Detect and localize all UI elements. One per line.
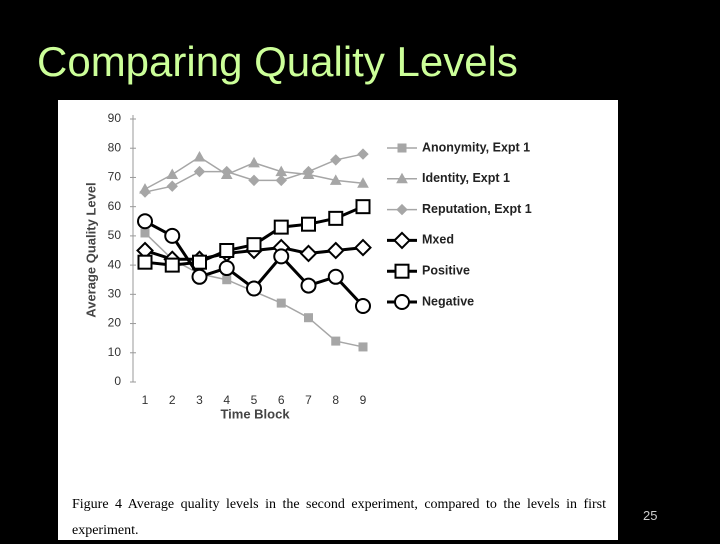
y-axis-label: Average Quality Level [83, 182, 98, 317]
x-tick-label: 1 [142, 393, 149, 407]
marker [193, 150, 206, 162]
marker [355, 199, 371, 215]
marker [276, 298, 286, 308]
marker [299, 244, 318, 263]
marker [218, 260, 235, 277]
marker [248, 156, 260, 168]
marker [304, 313, 313, 323]
marker [393, 231, 411, 250]
x-tick-label: 4 [223, 393, 230, 407]
y-tick-label: 20 [108, 316, 122, 330]
y-tick-label: 0 [114, 374, 121, 388]
marker [394, 263, 410, 279]
y-tick-label: 70 [108, 170, 122, 184]
x-tick-label: 5 [251, 393, 258, 407]
y-tick-label: 10 [108, 345, 122, 359]
marker [357, 177, 369, 188]
marker [246, 280, 262, 297]
marker [396, 172, 408, 184]
marker [248, 174, 260, 187]
marker [164, 257, 180, 273]
legend-label: Positive [422, 263, 470, 277]
figure-caption: Figure 4 Average quality levels in the s… [72, 497, 606, 538]
page-number: 25 [643, 508, 658, 523]
marker [164, 227, 181, 244]
marker [327, 268, 344, 285]
marker [396, 203, 408, 216]
marker [221, 165, 233, 178]
y-tick-label: 80 [108, 140, 122, 154]
marker [394, 294, 410, 310]
marker [137, 254, 153, 270]
marker [331, 336, 341, 346]
marker [166, 180, 178, 192]
marker [137, 213, 153, 230]
marker [302, 165, 315, 178]
y-tick-label: 60 [108, 199, 122, 213]
legend-label: Anonymity, Expt 1 [422, 140, 530, 154]
x-tick-label: 7 [305, 393, 312, 407]
marker [354, 238, 372, 257]
marker [301, 216, 316, 232]
x-tick-label: 3 [196, 393, 203, 407]
marker [326, 241, 345, 260]
marker [193, 165, 206, 178]
y-tick-label: 40 [108, 257, 122, 271]
x-axis-label: Time Block [220, 406, 290, 421]
marker [300, 277, 317, 294]
marker [358, 342, 368, 352]
x-tick-label: 2 [169, 393, 176, 407]
y-tick-label: 90 [108, 111, 122, 125]
x-tick-label: 8 [332, 393, 339, 407]
marker [219, 243, 235, 258]
marker [140, 228, 150, 238]
legend-label: Reputation, Expt 1 [422, 202, 532, 216]
y-tick-label: 30 [108, 287, 122, 301]
marker [191, 268, 208, 285]
legend-label: Identity, Expt 1 [422, 171, 510, 185]
legend-label: Mxed [422, 233, 454, 247]
x-tick-label: 6 [278, 393, 285, 407]
marker [329, 174, 342, 185]
marker [328, 210, 344, 226]
marker [275, 174, 287, 187]
marker [330, 154, 342, 166]
marker [192, 254, 207, 270]
slide-title: Comparing Quality Levels [37, 38, 518, 85]
marker [246, 237, 262, 253]
marker [357, 148, 369, 160]
legend-label: Negative [422, 294, 474, 308]
marker [397, 143, 407, 153]
y-tick-label: 50 [108, 228, 122, 242]
marker [222, 275, 232, 285]
marker [166, 168, 179, 180]
marker [355, 298, 371, 315]
figure-panel [58, 100, 618, 540]
marker [273, 219, 289, 235]
marker [273, 248, 290, 265]
marker [139, 186, 151, 198]
x-tick-label: 9 [360, 393, 367, 407]
